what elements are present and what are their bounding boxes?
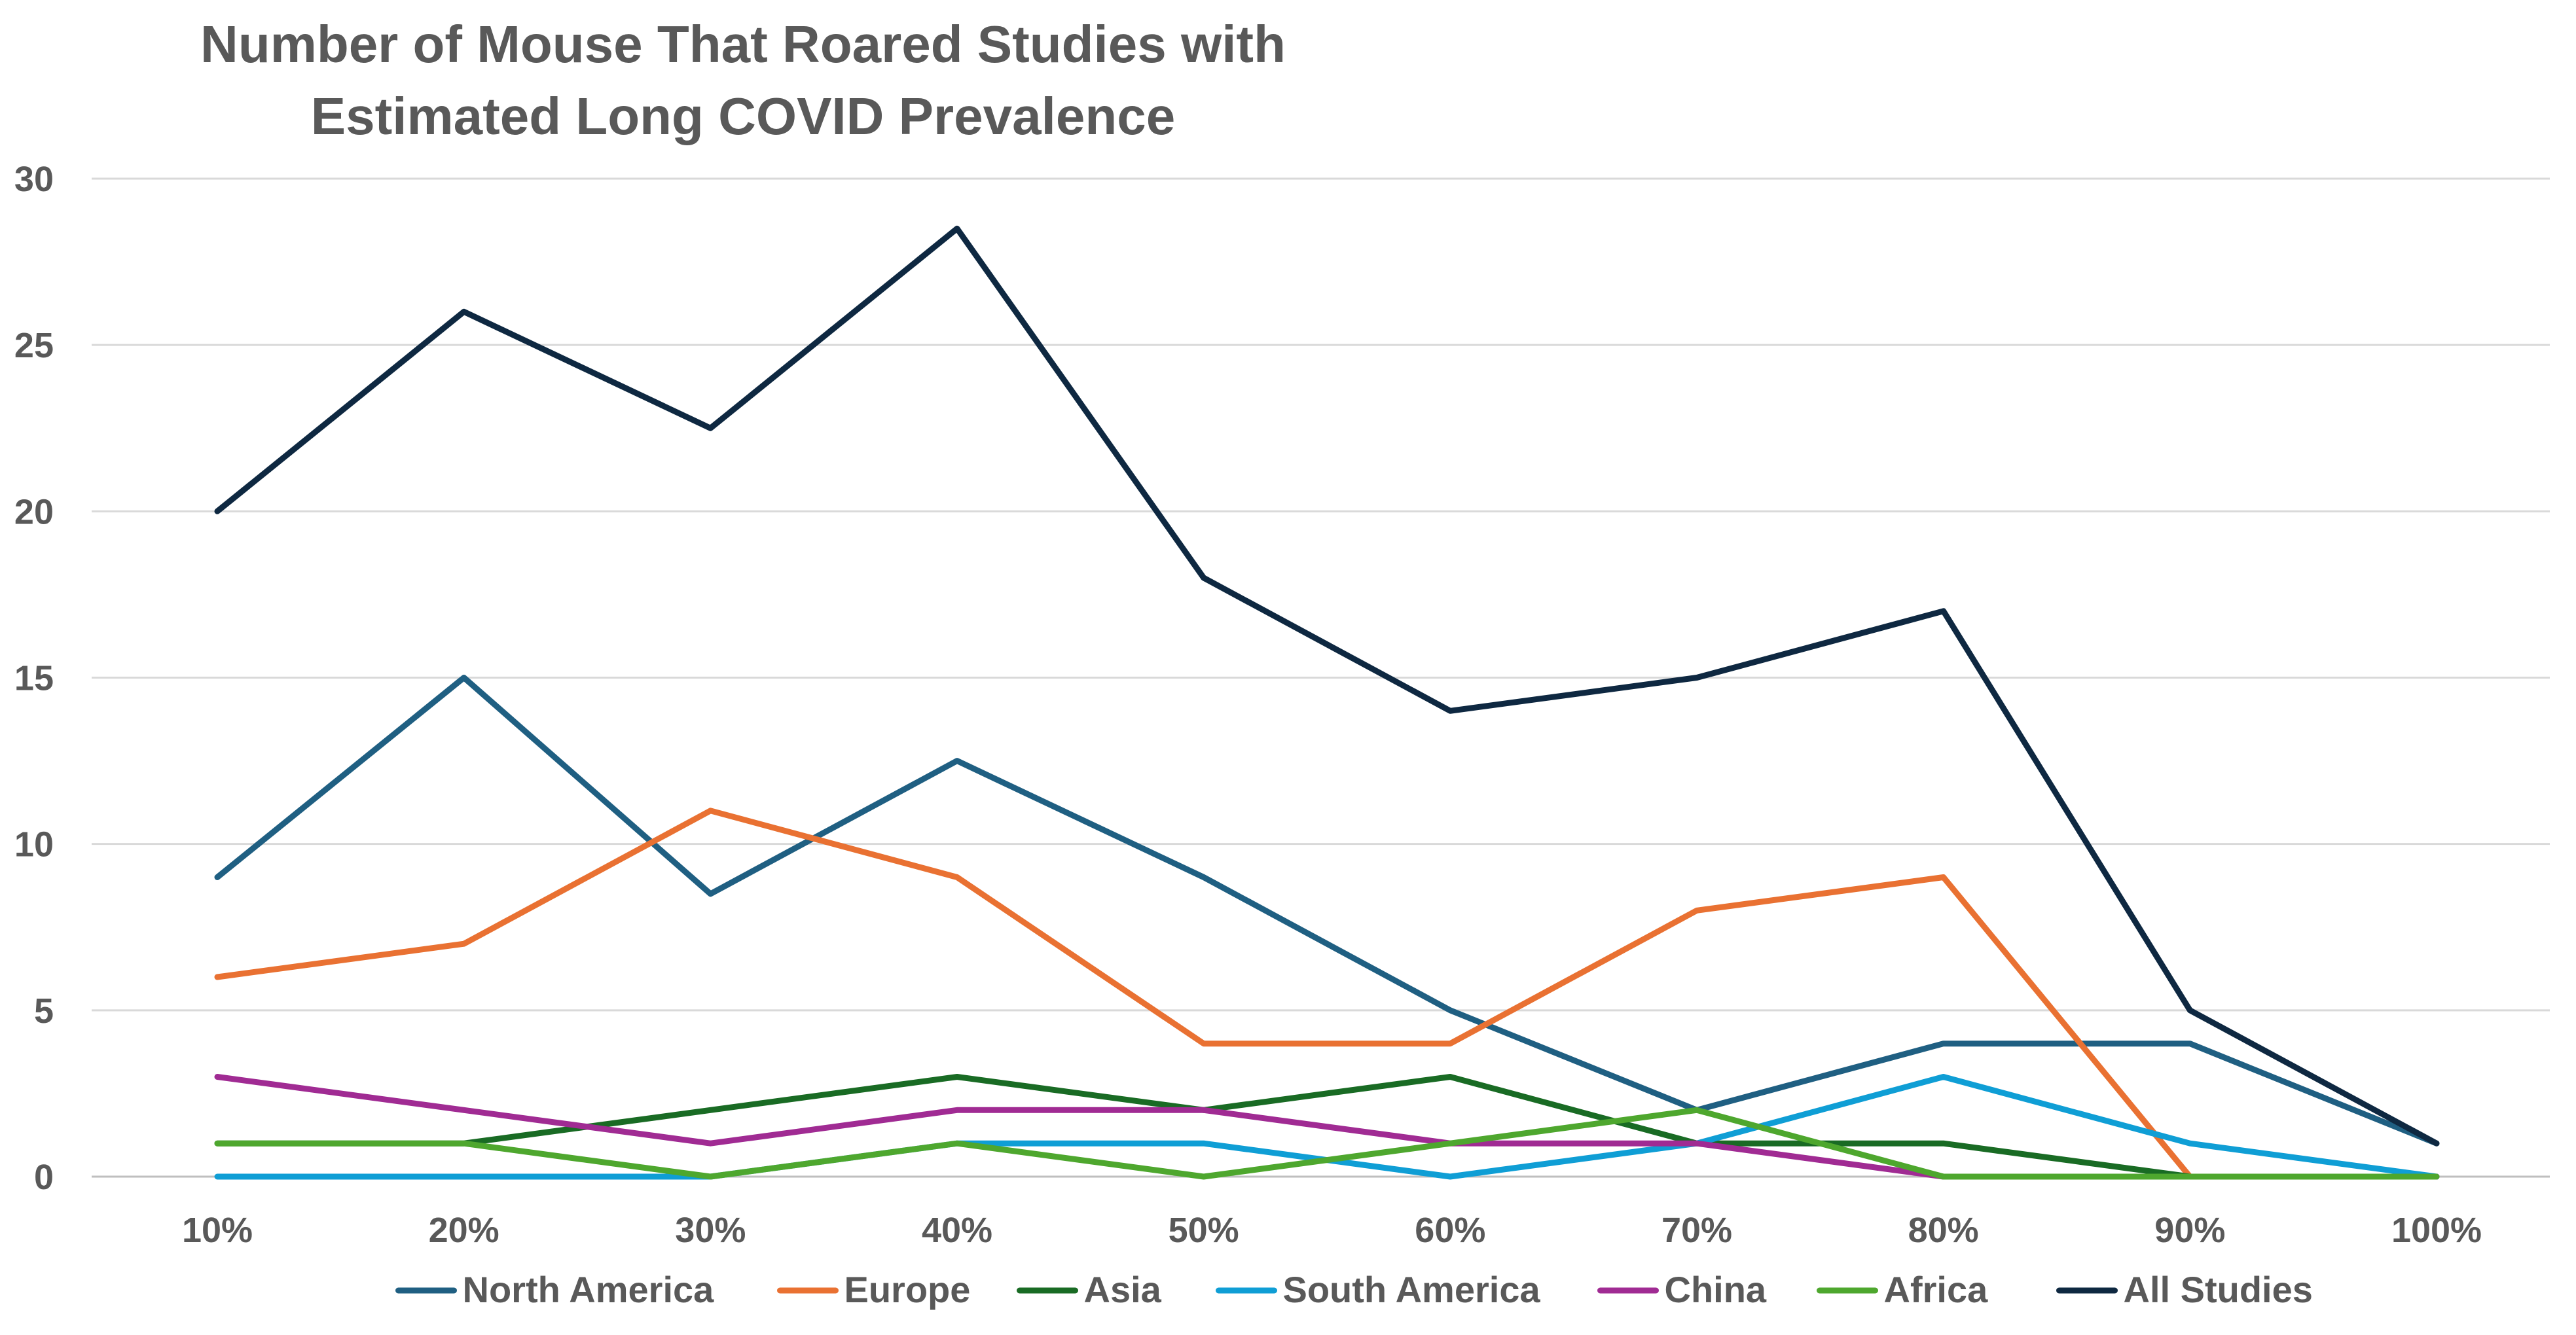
legend-label: China [1665,1269,1767,1310]
x-tick-label: 100% [2391,1211,2482,1250]
x-axis-ticks: 10% 20% 30% 40% 50% 60% 70% 80% 90% 100% [182,1211,2482,1250]
chart-title-line-2: Estimated Long COVID Prevalence [311,87,1175,145]
series-line-europe [214,808,2193,1180]
x-tick-label: 40% [922,1211,992,1250]
y-axis-ticks: 0 5 10 15 20 25 30 [14,160,54,1197]
legend-label: Asia [1084,1269,1162,1310]
legend-item-china: China [1597,1269,1767,1310]
y-tick-label: 15 [14,659,54,698]
series-line-north-america [214,675,2440,1147]
y-tick-label: 20 [14,492,54,531]
y-tick-label: 30 [14,160,54,199]
x-tick-label: 50% [1169,1211,1239,1250]
chart-title: Number of Mouse That Roared Studies with… [200,15,1286,145]
gridlines [92,177,2550,1178]
legend-item-north-america: North America [395,1269,715,1310]
y-tick-label: 10 [14,825,54,864]
x-tick-label: 60% [1415,1211,1485,1250]
legend-item-all-studies: All Studies [2056,1269,2313,1310]
series-line-africa [214,1107,2440,1180]
legend-label: South America [1283,1269,1541,1310]
y-tick-label: 25 [14,326,54,365]
legend-item-asia: Asia [1017,1269,1162,1310]
legend-label: Europe [844,1269,971,1310]
y-tick-label: 0 [34,1158,54,1197]
legend-label: Africa [1884,1269,1989,1310]
legend-item-south-america: South America [1216,1269,1541,1310]
x-tick-label: 20% [429,1211,499,1250]
x-tick-label: 90% [2154,1211,2225,1250]
chart-title-line-1: Number of Mouse That Roared Studies with [200,15,1286,73]
series-line-all-studies [214,225,2440,1147]
legend-label: All Studies [2124,1269,2313,1310]
y-tick-label: 5 [34,991,54,1031]
legend-item-europe: Europe [777,1269,971,1310]
series-lines [214,225,2440,1180]
x-tick-label: 10% [182,1211,253,1250]
x-tick-label: 70% [1661,1211,1732,1250]
x-tick-label: 30% [675,1211,746,1250]
x-tick-label: 80% [1908,1211,1979,1250]
legend: North America Europe Asia South America Chin… [395,1269,2313,1310]
legend-label: North America [463,1269,715,1310]
legend-item-africa: Africa [1817,1269,1989,1310]
